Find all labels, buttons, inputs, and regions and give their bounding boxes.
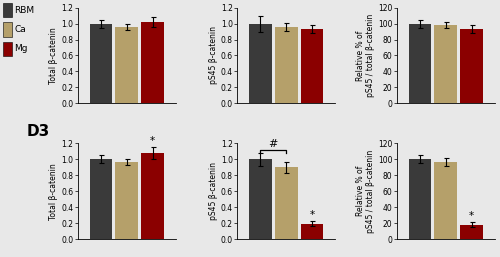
Bar bbox=[116, 162, 138, 239]
Text: RBM: RBM bbox=[14, 6, 34, 15]
Bar bbox=[142, 153, 164, 239]
Bar bbox=[90, 159, 112, 239]
Bar bbox=[301, 224, 324, 239]
Bar bbox=[460, 29, 483, 103]
Bar bbox=[249, 24, 272, 103]
Bar bbox=[275, 27, 297, 103]
Bar bbox=[142, 22, 164, 103]
Bar bbox=[408, 159, 431, 239]
Text: Ca: Ca bbox=[14, 25, 26, 34]
Y-axis label: Total β-catenin: Total β-catenin bbox=[50, 27, 58, 84]
Bar bbox=[408, 24, 431, 103]
Text: D3: D3 bbox=[26, 124, 50, 139]
Bar bbox=[275, 167, 297, 239]
Bar bbox=[116, 27, 138, 103]
Text: *: * bbox=[469, 210, 474, 221]
Bar bbox=[434, 162, 457, 239]
Text: #: # bbox=[268, 139, 278, 149]
Y-axis label: pS45 β-catenin: pS45 β-catenin bbox=[209, 26, 218, 85]
Bar bbox=[249, 159, 272, 239]
Text: *: * bbox=[310, 210, 314, 220]
Bar bbox=[301, 29, 324, 103]
Bar bbox=[460, 225, 483, 239]
Bar bbox=[434, 25, 457, 103]
Y-axis label: Relative % of
pS45 / total β-catenin: Relative % of pS45 / total β-catenin bbox=[356, 14, 375, 97]
Y-axis label: pS45 β-catenin: pS45 β-catenin bbox=[209, 162, 218, 220]
Text: Mg: Mg bbox=[14, 44, 28, 53]
Y-axis label: Total β-catenin: Total β-catenin bbox=[50, 163, 58, 219]
Y-axis label: Relative % of
pS45 / total β-catenin: Relative % of pS45 / total β-catenin bbox=[356, 150, 375, 233]
Text: *: * bbox=[150, 136, 155, 146]
Bar bbox=[90, 24, 112, 103]
